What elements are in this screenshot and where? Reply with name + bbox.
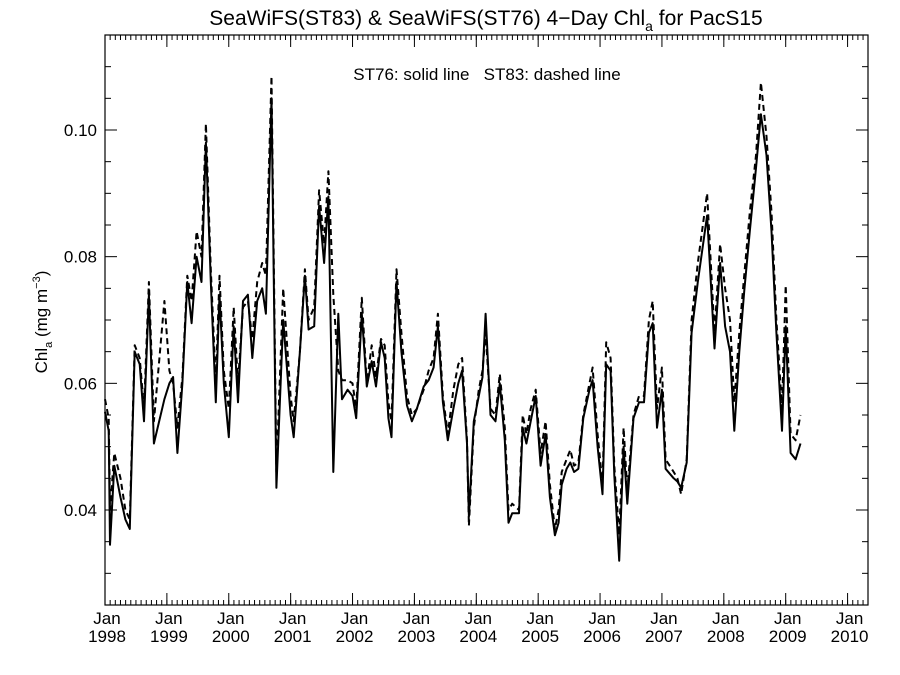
plot-area: 0.040.060.080.10Jan1998Jan1999Jan2000Jan…: [64, 34, 869, 646]
x-tick-year: 1999: [150, 627, 188, 646]
x-tick-month: Jan: [836, 609, 863, 628]
x-tick-month: Jan: [650, 609, 677, 628]
y-axis-label: Chla (mg m−3): [31, 271, 55, 374]
x-tick-year: 2010: [831, 627, 869, 646]
x-tick-year: 2008: [707, 627, 745, 646]
x-tick-month: Jan: [588, 609, 615, 628]
series-line-st83: [104, 75, 802, 537]
x-tick-month: Jan: [774, 609, 801, 628]
x-tick-month: Jan: [403, 609, 430, 628]
x-tick-year: 1998: [88, 627, 126, 646]
x-tick-year: 2001: [274, 627, 312, 646]
y-tick-label: 0.10: [64, 121, 97, 140]
x-tick-month: Jan: [341, 609, 368, 628]
y-tick-label: 0.08: [64, 248, 97, 267]
x-tick-month: Jan: [217, 609, 244, 628]
chart-title: SeaWiFS(ST83) & SeaWiFS(ST76) 4−Day Chla…: [209, 7, 762, 34]
x-tick-month: Jan: [279, 609, 306, 628]
x-tick-year: 2007: [645, 627, 683, 646]
x-tick-year: 2000: [212, 627, 250, 646]
x-tick-year: 2003: [397, 627, 435, 646]
y-tick-label: 0.04: [64, 501, 97, 520]
x-tick-month: Jan: [93, 609, 120, 628]
x-tick-year: 2005: [521, 627, 559, 646]
x-tick-month: Jan: [465, 609, 492, 628]
x-tick-year: 2009: [769, 627, 807, 646]
x-tick-month: Jan: [712, 609, 739, 628]
x-tick-month: Jan: [155, 609, 182, 628]
x-tick-year: 2006: [583, 627, 621, 646]
x-tick-year: 2004: [459, 627, 497, 646]
series-line-st76: [104, 97, 802, 562]
x-tick-year: 2002: [336, 627, 374, 646]
y-tick-label: 0.06: [64, 374, 97, 393]
legend-annotation: ST76: solid line ST83: dashed line: [353, 65, 620, 84]
x-tick-month: Jan: [526, 609, 553, 628]
